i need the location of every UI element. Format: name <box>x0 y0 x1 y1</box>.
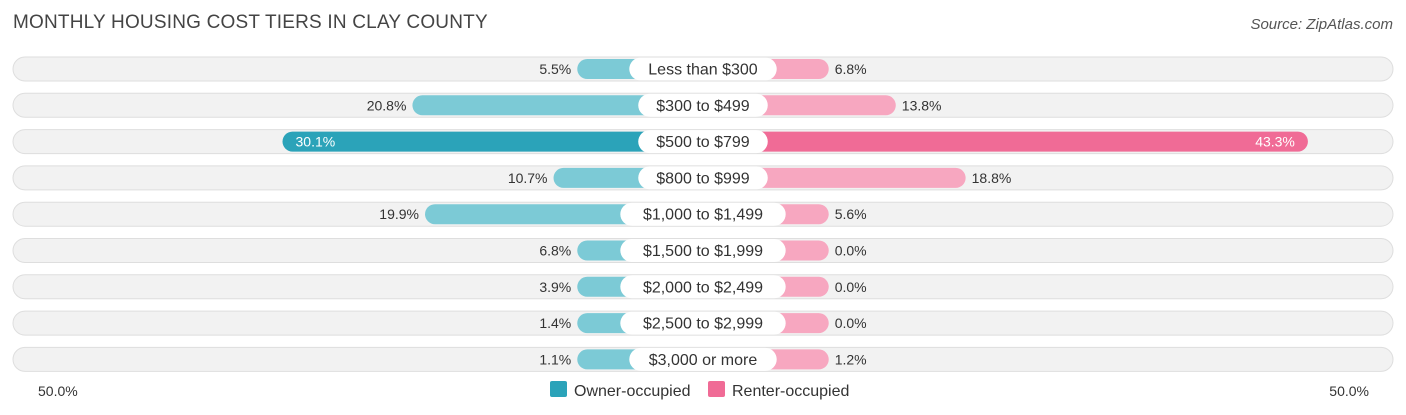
value-label-renter: 0.0% <box>835 315 867 331</box>
category-label: $3,000 or more <box>649 352 758 369</box>
value-label-renter: 5.6% <box>835 206 867 222</box>
chart-title: MONTHLY HOUSING COST TIERS IN CLAY COUNT… <box>13 12 488 33</box>
category-label-pill <box>638 130 768 154</box>
legend-label-renter: Renter-occupied <box>732 383 849 400</box>
category-label-pill <box>638 166 768 190</box>
axis-min-label: 50.0% <box>38 383 78 399</box>
value-label-renter: 6.8% <box>835 61 867 77</box>
category-label: $500 to $799 <box>656 134 750 151</box>
bar-renter-occupied <box>693 131 1308 152</box>
value-label-renter: 43.3% <box>1255 134 1295 150</box>
axis-max-label: 50.0% <box>1329 383 1369 399</box>
value-label-owner: 30.1% <box>296 134 336 150</box>
category-label-pill <box>629 57 777 81</box>
value-label-renter: 0.0% <box>835 279 867 295</box>
value-label-renter: 13.8% <box>902 97 942 113</box>
value-label-owner: 19.9% <box>379 206 419 222</box>
category-label-pill <box>629 347 777 371</box>
value-label-owner: 1.4% <box>539 315 571 331</box>
value-label-owner: 6.8% <box>539 243 571 259</box>
category-label: $1,500 to $1,999 <box>643 243 763 260</box>
category-label: $300 to $499 <box>656 98 750 115</box>
category-label: $2,500 to $2,999 <box>643 316 763 333</box>
category-label: $2,000 to $2,499 <box>643 279 763 296</box>
chart-source: Source: ZipAtlas.com <box>1250 16 1393 33</box>
value-label-owner: 10.7% <box>508 170 548 186</box>
value-label-owner: 5.5% <box>539 61 571 77</box>
category-label-pill <box>620 239 786 262</box>
category-label: $800 to $999 <box>656 170 750 187</box>
labels-layer: 5.5% 6.8% Less than $300 20.8% 13.8% $300 to … <box>296 57 1295 371</box>
category-label-pill <box>620 311 786 335</box>
value-label-owner: 1.1% <box>539 351 571 367</box>
bar-owner-occupied <box>412 95 713 116</box>
legend-swatch-renter <box>708 381 725 397</box>
category-label-pill <box>620 202 786 226</box>
category-label-pill <box>620 275 786 299</box>
bar-owner-occupied <box>282 131 713 152</box>
value-label-renter: 1.2% <box>835 351 867 367</box>
category-label: Less than $300 <box>648 62 758 79</box>
category-label-pill <box>638 93 768 117</box>
value-label-renter: 18.8% <box>972 170 1012 186</box>
category-label: $1,000 to $1,499 <box>643 207 763 224</box>
value-label-renter: 0.0% <box>835 243 867 259</box>
footer-layer: 50.0% 50.0% Owner-occupied Renter-occupied <box>38 381 1369 400</box>
value-label-owner: 20.8% <box>367 97 407 113</box>
legend-swatch-owner <box>550 381 567 397</box>
value-label-owner: 3.9% <box>539 279 571 295</box>
legend-label-owner: Owner-occupied <box>574 383 691 400</box>
